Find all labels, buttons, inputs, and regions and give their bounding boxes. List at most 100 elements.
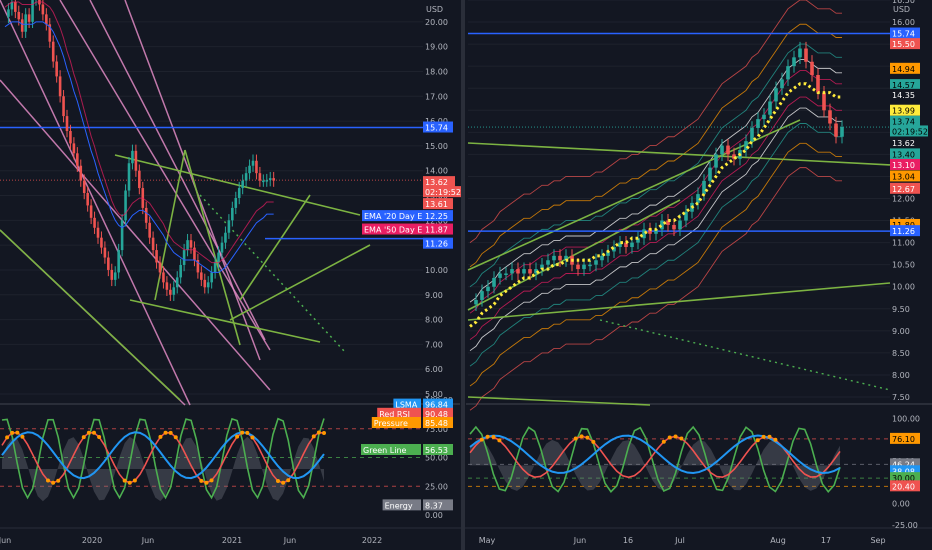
right-y-tick: 9.00 — [892, 327, 910, 336]
left-candle-body — [162, 272, 165, 283]
left-pressure-dot — [276, 478, 280, 483]
right-candle-body — [624, 242, 628, 248]
right-y-tick: 10.00 — [892, 283, 915, 292]
left-candle-body — [268, 178, 272, 181]
right-axis-label: 13.40 — [892, 150, 915, 159]
right-candle-body — [612, 247, 616, 252]
left-candle-body — [210, 272, 213, 283]
left-ind-y-tick: 0.00 — [425, 511, 443, 520]
right-ind-label: 30.00 — [892, 474, 915, 483]
left-candle-body — [7, 9, 10, 17]
right-pressure-dot — [679, 436, 684, 441]
right-axis-label: 13.04 — [892, 172, 915, 181]
left-currency-label: USD — [426, 5, 443, 14]
left-x-tick: 2021 — [222, 536, 242, 545]
left-pressure-dot — [245, 430, 250, 435]
right-pressure-dot — [579, 434, 584, 439]
left-green-line — [1, 417, 325, 500]
left-candle-body — [17, 11, 21, 20]
left-candle-body — [48, 24, 52, 42]
right-band-lower — [469, 123, 842, 367]
right-y-tick: 10.50 — [892, 261, 915, 270]
right-pressure-dot — [673, 434, 678, 439]
left-candle-body — [251, 160, 255, 166]
right-candle-body — [534, 269, 538, 274]
right-pressure-dot — [479, 437, 484, 442]
right-ind-y-tick: 0.00 — [892, 500, 910, 509]
left-label-price: 13.62 — [425, 178, 448, 187]
right-axis-label-bg — [890, 136, 920, 148]
right-band-lower — [469, 167, 842, 411]
right-x-tick: 16 — [623, 536, 633, 545]
right-candle-body — [768, 101, 772, 115]
left-pressure-dot — [15, 430, 20, 435]
right-trendline-green — [467, 142, 893, 166]
right-candle-body — [654, 229, 658, 234]
left-candle-body — [196, 260, 200, 273]
left-candle-body — [158, 262, 162, 273]
right-candle-body — [774, 88, 778, 102]
right-band-upper — [469, 59, 842, 303]
right-candle-body — [504, 273, 508, 275]
right-x-tick: 17 — [821, 536, 831, 545]
left-red-rsi-line — [1, 431, 325, 484]
left-pressure-dot — [235, 434, 240, 439]
left-candle-body — [82, 180, 86, 194]
left-candle-body — [262, 180, 265, 183]
left-pressure-dot — [97, 434, 102, 439]
right-axis-label-bg — [890, 148, 920, 160]
right-x-tick: May — [479, 536, 496, 545]
left-x-tick: Jun — [283, 536, 297, 545]
right-candle-body — [642, 229, 646, 239]
right-ind-label-bg — [890, 458, 920, 470]
right-x-tick: Aug — [770, 536, 786, 545]
left-pressure-dot — [173, 435, 178, 440]
left-candle-body — [203, 279, 207, 288]
right-band-upper — [469, 0, 842, 243]
left-candle-body — [189, 240, 193, 248]
right-axis-label-bg — [890, 115, 920, 127]
right-pressure-dot — [773, 437, 778, 442]
left-ind-y-tick: 25.00 — [425, 482, 448, 491]
right-pressure-dot — [573, 436, 578, 441]
right-x-tick: Sep — [870, 536, 885, 545]
right-candle-body — [582, 264, 586, 270]
left-y-tick: 19.00 — [425, 43, 448, 52]
right-candle-body — [498, 273, 502, 278]
left-label-1361-bg — [423, 198, 453, 210]
left-ema20-value-bg — [423, 210, 453, 222]
right-candle-body — [714, 154, 718, 168]
right-candle-body — [630, 242, 634, 248]
right-axis-label-bg — [890, 182, 920, 194]
right-pressure-dot — [591, 439, 596, 444]
right-y-tick: 12.00 — [892, 195, 915, 204]
left-candle-body — [138, 170, 141, 189]
right-candle-body — [828, 110, 832, 124]
right-x-tick: Jul — [674, 536, 685, 545]
right-candle-body — [744, 141, 748, 150]
left-y-tick: 5.00 — [425, 390, 443, 399]
right-pressure-dot — [485, 434, 490, 439]
right-candle-body — [486, 286, 490, 292]
left-pressure-dot — [92, 430, 96, 435]
right-candle-body — [540, 264, 544, 270]
right-candle-body — [834, 123, 838, 137]
right-axis-label-bg — [890, 158, 920, 170]
right-candle-body — [510, 269, 514, 274]
right-candle-body — [684, 211, 688, 221]
right-axis-label: 13.99 — [892, 107, 915, 116]
left-candle-body — [193, 247, 196, 261]
left-candle-body — [45, 14, 48, 25]
left-candle-body — [234, 197, 238, 208]
right-y-tick: 9.50 — [892, 305, 910, 314]
left-candle-body — [20, 19, 24, 32]
right-currency-label: USD — [893, 5, 910, 14]
right-green-line — [469, 425, 841, 494]
right-candle-body — [840, 127, 844, 137]
right-dotted-trend — [599, 319, 891, 391]
left-ind-legend-name-bg — [377, 407, 421, 419]
right-candle-body — [522, 269, 526, 274]
right-axis-label: 15.74 — [892, 30, 915, 39]
left-candle-body — [206, 282, 210, 288]
